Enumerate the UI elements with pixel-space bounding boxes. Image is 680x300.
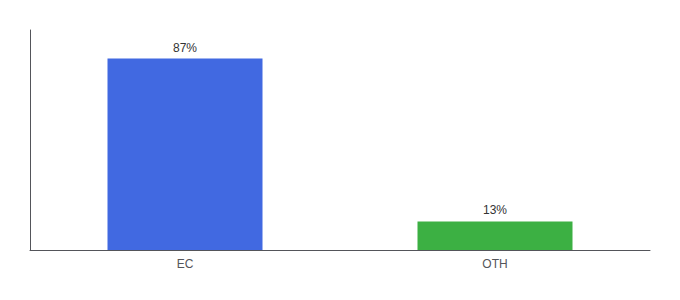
svg-text:EC: EC: [177, 257, 194, 271]
svg-text:13%: 13%: [483, 203, 507, 217]
svg-text:OTH: OTH: [482, 257, 507, 271]
svg-text:87%: 87%: [173, 41, 197, 55]
